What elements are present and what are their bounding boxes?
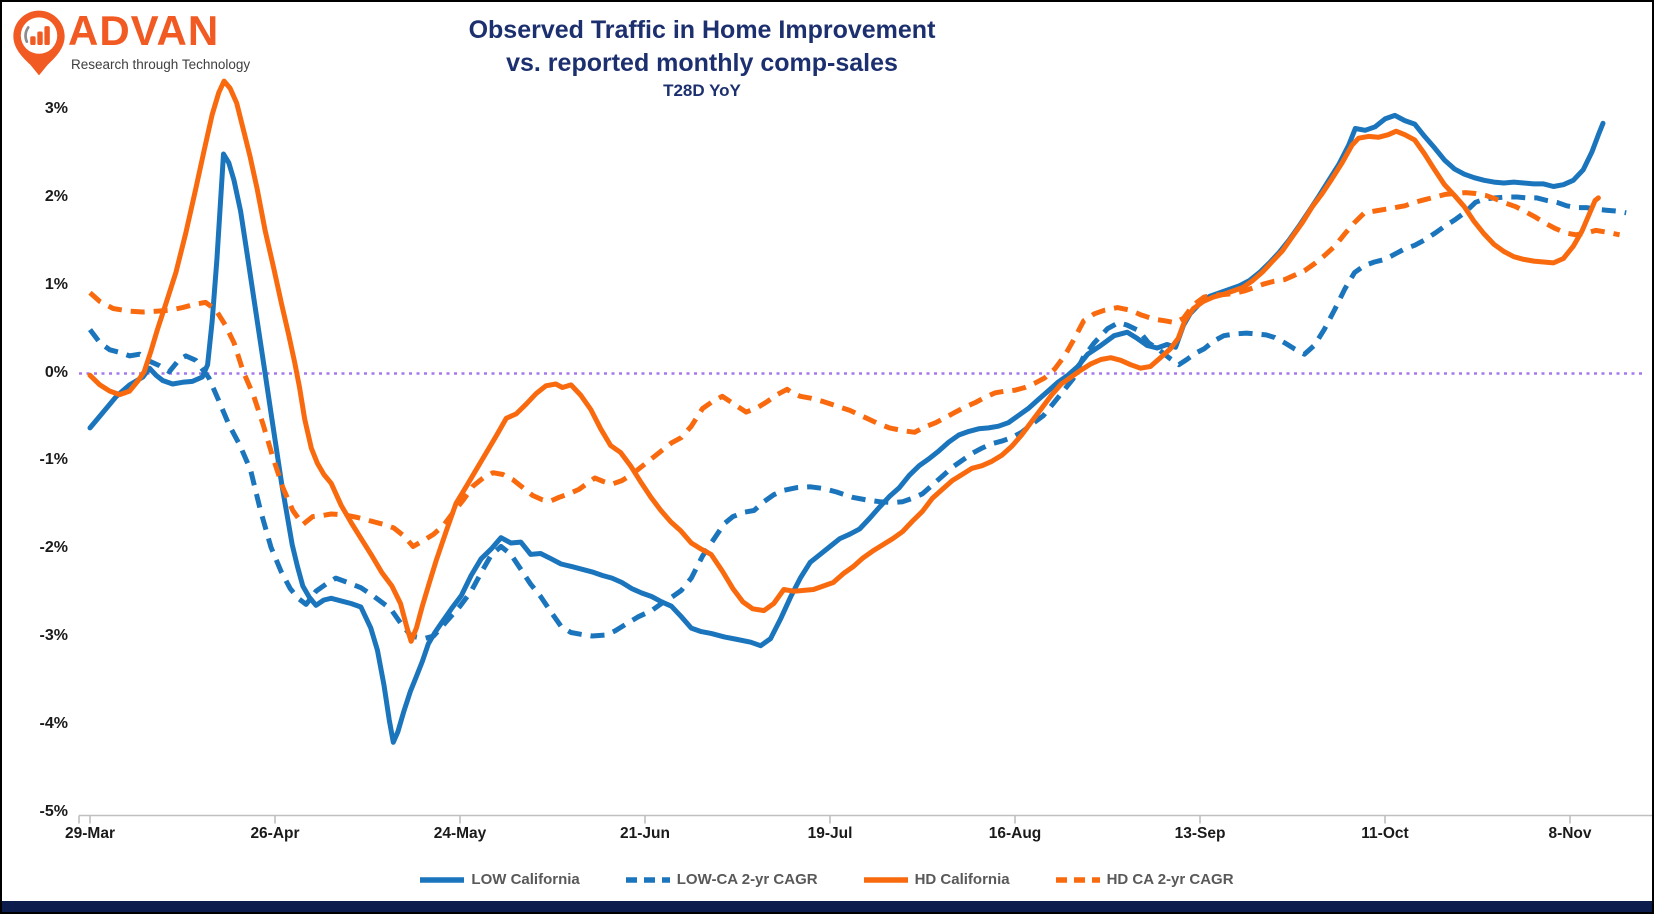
legend-label: LOW-CA 2-yr CAGR [676, 871, 818, 888]
y-axis-label: -4% [39, 714, 68, 732]
x-axis-label: 29-Mar [65, 825, 115, 842]
x-axis-label: 11-Oct [1361, 825, 1409, 842]
y-axis-label: 2% [44, 187, 68, 205]
advan-logo: ADVAN Research through Technology [10, 7, 270, 83]
y-axis-label: 1% [44, 275, 68, 293]
bottom-accent-bar [2, 901, 1652, 912]
x-axis-label: 19-Jul [807, 825, 853, 842]
y-axis-label: 3% [44, 100, 68, 118]
legend-swatch-solid-line [420, 876, 465, 883]
series-line-hd-ca-2-yr-cagr [88, 190, 1621, 549]
legend-swatch-dashed-line [625, 876, 670, 883]
brand-tagline: Research through Technology [71, 57, 251, 72]
legend-item: LOW California [420, 871, 580, 888]
x-axis-label: 26-Apr [250, 825, 300, 842]
series-line-hd-california [87, 78, 1601, 644]
y-axis-label: -2% [39, 539, 68, 557]
legend-item: LOW-CA 2-yr CAGR [625, 871, 818, 888]
x-axis-label: 24-May [433, 825, 487, 842]
y-axis-label: 0% [44, 363, 68, 381]
chart-subtitle: T28D YoY [663, 81, 741, 100]
y-axis-label: -1% [39, 451, 68, 469]
chart-title-line1: Observed Traffic in Home Improvement [468, 16, 936, 44]
chart-title-line2: vs. reported monthly comp-sales [506, 48, 898, 77]
map-pin-bar-chart-icon [13, 10, 65, 76]
legend-label: LOW California [471, 871, 580, 888]
series-line-low-ca-2-yr-cagr [88, 194, 1627, 642]
x-axis-label: 8-Nov [1548, 825, 1592, 842]
chart-title-block: Observed Traffic in Home Improvement vs.… [422, 14, 982, 101]
brand-name: ADVAN [68, 7, 220, 54]
y-axis-label: -5% [39, 802, 68, 820]
legend-swatch-dashed-line [1055, 876, 1100, 883]
x-axis-label: 16-Aug [988, 825, 1042, 842]
legend-swatch-solid-line [863, 876, 908, 883]
legend-label: HD CA 2-yr CAGR [1106, 871, 1234, 888]
legend-label: HD California [914, 871, 1010, 888]
legend-item: HD CA 2-yr CAGR [1055, 871, 1234, 888]
x-axis-label: 13-Sep [1174, 825, 1226, 842]
y-axis-label: -3% [39, 626, 68, 644]
chart-legend: LOW California LOW-CA 2-yr CAGR HD Califor… [2, 871, 1652, 888]
legend-item: HD California [863, 871, 1010, 888]
x-axis-label: 21-Jun [620, 825, 670, 842]
